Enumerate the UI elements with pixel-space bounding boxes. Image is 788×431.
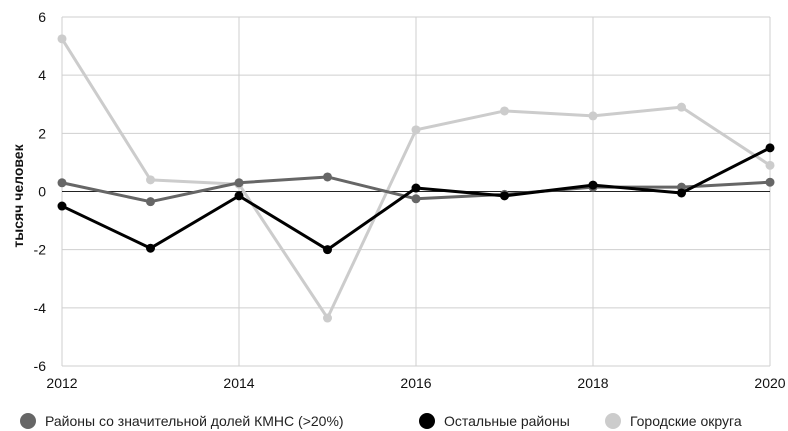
x-tick-label: 2016 — [400, 375, 431, 391]
series-2 — [57, 143, 775, 255]
data-point — [677, 188, 686, 198]
y-tick-label: -6 — [34, 358, 47, 374]
legend-item-3: Городские округа — [605, 413, 742, 429]
y-tick-label: -4 — [34, 300, 47, 316]
y-axis-title: тысяч человек — [10, 143, 26, 247]
data-point — [146, 243, 155, 253]
data-point — [146, 197, 155, 207]
data-point — [234, 178, 244, 188]
legend-marker — [605, 413, 621, 429]
data-point — [588, 180, 598, 190]
data-point — [411, 125, 421, 135]
data-point — [323, 313, 332, 323]
y-tick-label: -2 — [34, 242, 47, 258]
y-tick-label: 4 — [38, 67, 46, 83]
legend: Районы со значительной долей КМНС (>20%)… — [20, 413, 742, 429]
grid-lines — [61, 16, 771, 367]
data-point — [411, 183, 421, 193]
y-tick-label: 2 — [38, 125, 46, 141]
data-point — [765, 143, 775, 153]
data-point — [234, 191, 244, 201]
data-point — [500, 106, 509, 116]
data-point — [411, 194, 421, 204]
data-point — [57, 178, 67, 188]
x-tick-label: 2020 — [754, 375, 785, 391]
data-point — [57, 201, 67, 211]
legend-marker — [20, 413, 36, 429]
x-tick-label: 2012 — [46, 375, 77, 391]
data-point — [323, 172, 332, 182]
data-point — [677, 102, 686, 112]
data-point — [323, 245, 332, 255]
data-point — [57, 34, 67, 44]
y-tick-label: 6 — [38, 9, 46, 25]
legend-label: Остальные районы — [444, 413, 570, 429]
data-point — [146, 175, 155, 185]
legend-item-2: Остальные районы — [419, 413, 570, 429]
x-tick-label: 2018 — [577, 375, 608, 391]
legend-label: Районы со значительной долей КМНС (>20%) — [45, 413, 344, 429]
data-point — [765, 160, 775, 170]
data-point — [500, 191, 509, 201]
series-group — [57, 34, 775, 323]
x-tick-label: 2014 — [223, 375, 254, 391]
legend-label: Городские округа — [630, 413, 742, 429]
y-tick-label: 0 — [38, 184, 46, 200]
data-point — [765, 177, 775, 187]
legend-item-1: Районы со значительной долей КМНС (>20%) — [20, 413, 344, 429]
data-point — [588, 111, 598, 121]
legend-marker — [419, 413, 435, 429]
